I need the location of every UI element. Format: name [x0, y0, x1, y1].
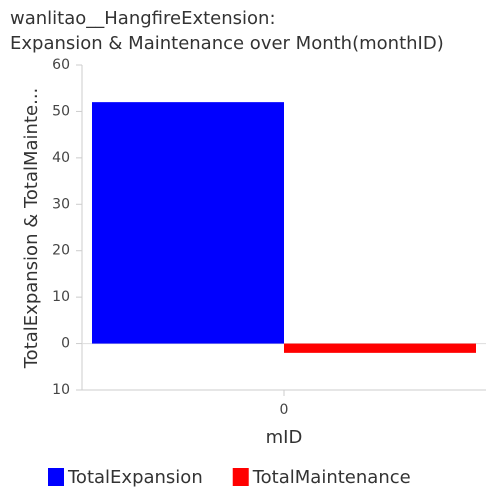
legend-label: TotalExpansion	[67, 467, 203, 488]
x-tick-label: 0	[280, 402, 289, 418]
legend-label: TotalMaintenance	[252, 467, 411, 488]
y-tick-label: 10	[52, 382, 70, 398]
y-tick-label: 50	[52, 103, 70, 119]
bar	[92, 102, 284, 344]
legend-swatch	[232, 468, 249, 486]
x-axis-label: mID	[266, 427, 303, 448]
y-tick-label: 20	[52, 243, 70, 259]
y-tick-label: 0	[61, 336, 70, 352]
chart-title: Expansion & Maintenance over Month(month…	[10, 33, 444, 54]
y-tick-label: 30	[52, 196, 70, 212]
y-tick-label: 10	[52, 289, 70, 305]
y-axis-label: TotalExpansion & TotalMainte...	[21, 88, 42, 370]
y-tick-label: 40	[52, 150, 70, 166]
legend-swatch	[48, 468, 64, 486]
chart-title: wanlitao__HangfireExtension:	[10, 8, 276, 29]
y-tick-label: 60	[52, 57, 70, 73]
bar	[284, 343, 476, 353]
